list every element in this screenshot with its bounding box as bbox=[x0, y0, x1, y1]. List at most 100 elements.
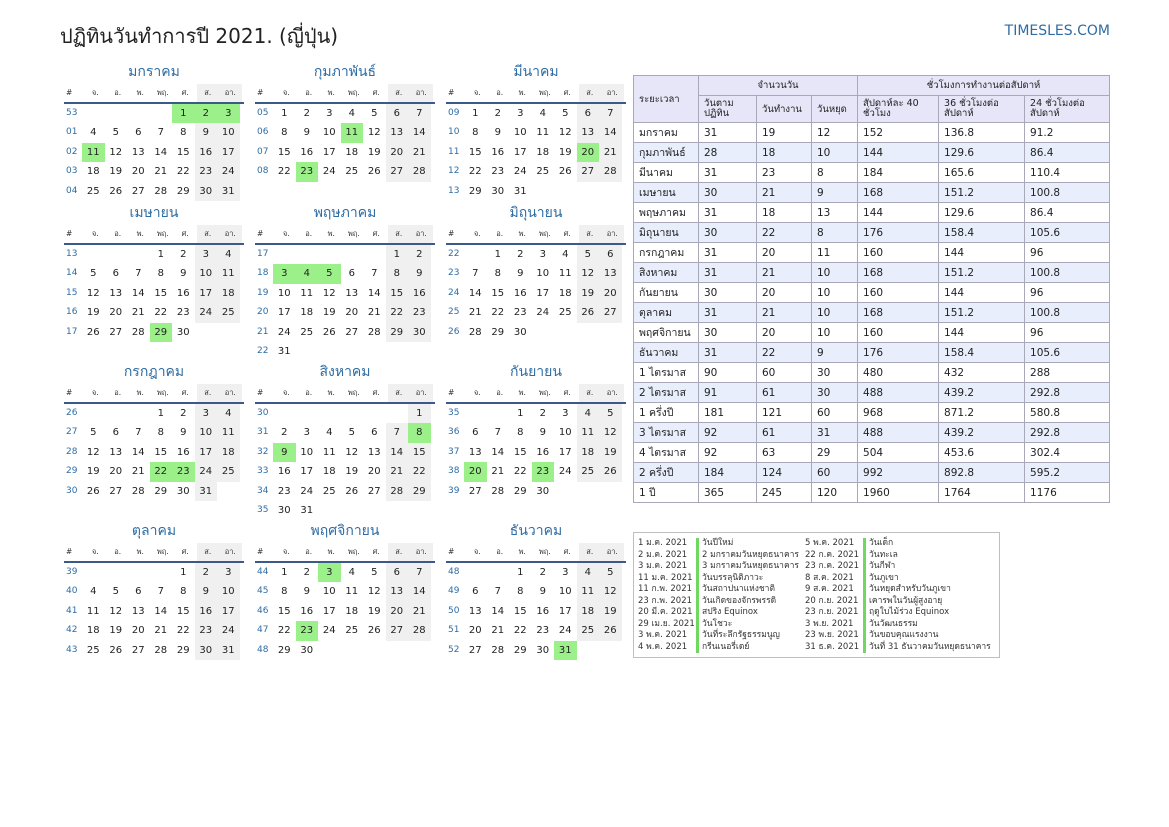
day-cell: 31 bbox=[194, 481, 217, 501]
weekday-label: อ. bbox=[496, 229, 504, 238]
value-cell: 31 bbox=[698, 202, 757, 223]
weekday-label: # bbox=[66, 229, 73, 238]
holiday-item: 1 ม.ค. 2021 วันปีใหม่ bbox=[638, 538, 799, 550]
day-cell: 25 bbox=[576, 621, 599, 641]
weekday-label: ศ. bbox=[372, 229, 380, 238]
week-row: 15 12 13 14 15 16 17 18 bbox=[64, 283, 244, 304]
week-number: 02 bbox=[66, 146, 78, 157]
week-row: 22 31 bbox=[255, 342, 435, 361]
weekday-label: อา. bbox=[410, 84, 433, 102]
weekday-header: # จ. อ. พ. พฤ. ศ. ส. อา. bbox=[446, 225, 626, 245]
period-cell: ธันวาคม bbox=[633, 342, 699, 363]
weekday-label: ศ. bbox=[181, 388, 189, 397]
day-cell bbox=[386, 342, 409, 361]
day-cell: 20 bbox=[367, 466, 381, 478]
week-row: 16 19 20 21 22 23 24 25 bbox=[64, 303, 244, 323]
holiday-day: 23 bbox=[295, 621, 318, 641]
day-cell: 16 bbox=[194, 142, 217, 163]
value-cell: 31 bbox=[698, 162, 757, 183]
day-cell: 16 bbox=[536, 605, 550, 617]
holiday-item: 23 พ.ย. 2021 วันขอบคุณแรงงาน bbox=[805, 630, 991, 642]
day-cell: 26 bbox=[367, 166, 381, 178]
week-row: 48 1 2 3 4 5 bbox=[446, 563, 626, 583]
week-number: 35 bbox=[257, 504, 269, 515]
day-cell: 19 bbox=[599, 601, 622, 622]
day-cell: 2 bbox=[539, 567, 546, 578]
value-cell: 124 bbox=[756, 462, 812, 483]
period-cell: กุมภาพันธ์ bbox=[633, 142, 699, 163]
day-cell: 25 bbox=[322, 485, 336, 497]
holiday-date: 23 ก.พ. 2021 bbox=[638, 595, 693, 606]
period-cell: สิงหาคม bbox=[633, 262, 699, 283]
week-number: 36 bbox=[448, 427, 460, 438]
week-row: 46 15 16 17 18 19 20 21 bbox=[255, 601, 435, 622]
day-cell: 26 bbox=[558, 166, 572, 178]
day-cell: 3 bbox=[562, 408, 569, 419]
day-cell: 3 bbox=[194, 245, 217, 265]
month-name: ธันวาคม bbox=[509, 523, 563, 539]
day-cell bbox=[599, 482, 622, 501]
holiday-date: 31 ธ.ค. 2021 bbox=[805, 641, 860, 652]
stats-row: มกราคม 31 19 12 152 136.8 91.2 bbox=[633, 122, 1111, 143]
value-cell: 151.2 bbox=[938, 262, 1026, 283]
day-cell bbox=[296, 404, 319, 423]
week-row: 13 1 2 3 4 bbox=[64, 245, 244, 265]
weekday-header: # จ. อ. พ. พฤ. ศ. ส. อา. bbox=[446, 543, 626, 563]
week-row: 11 15 16 17 18 19 20 21 bbox=[446, 142, 626, 163]
day-cell: 12 bbox=[367, 127, 381, 139]
day-cell: 6 bbox=[385, 563, 408, 583]
day-cell: 21 bbox=[154, 166, 168, 178]
day-cell: 17 bbox=[536, 287, 550, 299]
day-cell: 12 bbox=[322, 287, 336, 299]
weekday-label: พฤ. bbox=[347, 547, 360, 556]
week-row: 32 9 10 11 12 13 14 15 bbox=[255, 442, 435, 463]
site-link[interactable]: TIMESLES.COM bbox=[1004, 23, 1110, 39]
day-cell: 22 bbox=[277, 166, 291, 178]
day-cell: 29 bbox=[385, 322, 408, 342]
holiday-date: 11 ม.ค. 2021 bbox=[638, 572, 693, 583]
day-cell: 12 bbox=[576, 264, 599, 284]
value-cell: 20 bbox=[756, 282, 812, 303]
day-cell: 8 bbox=[180, 586, 187, 598]
period-cell: มีนาคม bbox=[633, 162, 699, 183]
day-cell: 20 bbox=[468, 625, 482, 637]
day-cell: 17 bbox=[217, 142, 240, 163]
day-cell: 23 bbox=[176, 307, 190, 319]
day-cell: 30 bbox=[491, 185, 505, 197]
week-row: 39 1 2 3 bbox=[64, 563, 244, 583]
weekday-label: จ. bbox=[91, 229, 99, 238]
day-cell: 15 bbox=[277, 146, 291, 158]
header-hours: ชั่วโมงการทำงานต่อสัปดาห์ bbox=[857, 75, 1111, 96]
week-number: 18 bbox=[257, 268, 269, 279]
day-cell: 19 bbox=[345, 466, 359, 478]
day-cell bbox=[273, 404, 296, 423]
day-cell bbox=[127, 104, 150, 123]
day-cell: 30 bbox=[536, 485, 550, 497]
day-cell bbox=[363, 501, 386, 520]
value-cell: 10 bbox=[810, 282, 859, 303]
day-cell: 22 bbox=[408, 462, 431, 482]
day-cell bbox=[341, 641, 364, 660]
holiday-day: 3 bbox=[217, 104, 240, 124]
value-cell: 871.2 bbox=[938, 402, 1026, 423]
day-cell: 18 bbox=[345, 146, 359, 158]
week-number: 52 bbox=[448, 644, 460, 655]
weekday-header: # จ. อ. พ. พฤ. ศ. ส. อา. bbox=[255, 543, 435, 563]
value-cell: 9 bbox=[810, 342, 859, 363]
value-cell: 165.6 bbox=[938, 162, 1026, 183]
day-cell: 7 bbox=[135, 268, 142, 280]
weekday-label: ส. bbox=[196, 225, 219, 243]
value-cell: 595.2 bbox=[1024, 462, 1111, 483]
week-number: 26 bbox=[66, 408, 78, 418]
day-cell: 25 bbox=[217, 462, 240, 482]
holiday-item: 22 ก.ค. 2021 วันทะเล bbox=[805, 549, 991, 561]
day-cell: 16 bbox=[300, 605, 314, 617]
day-cell: 5 bbox=[599, 563, 622, 583]
day-cell: 16 bbox=[300, 146, 314, 158]
week-number: 22 bbox=[257, 345, 269, 356]
value-cell: 168 bbox=[857, 262, 940, 283]
day-cell: 2 bbox=[303, 108, 310, 119]
month-block: สิงหาคม # จ. อ. พ. พฤ. ศ. ส. อา. 30 1 31 2 3 4 5 6 7 8 32 9 1… bbox=[255, 362, 435, 520]
day-cell: 11 bbox=[536, 127, 550, 139]
weekday-label: จ. bbox=[473, 229, 481, 238]
